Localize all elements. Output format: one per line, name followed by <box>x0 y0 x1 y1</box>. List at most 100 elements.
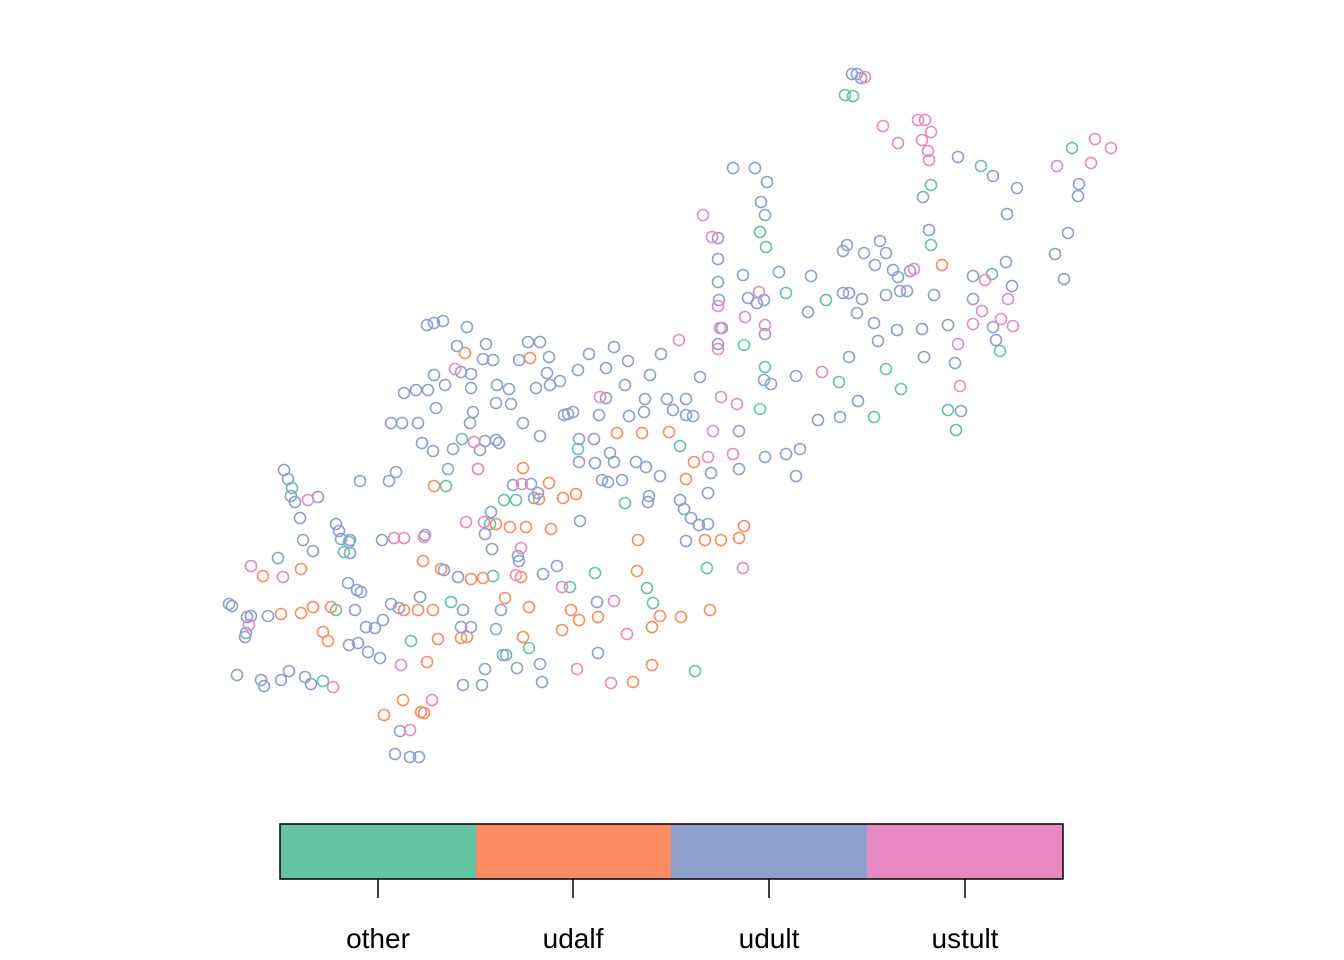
point-udult-52 <box>836 286 850 300</box>
point-ustult-7 <box>921 144 935 158</box>
point-udalf-23 <box>737 519 751 533</box>
point-other-31 <box>588 566 602 580</box>
point-udult-112 <box>618 378 632 392</box>
point-ustult-4 <box>918 113 932 127</box>
point-udult-234 <box>254 673 268 687</box>
point-udult-243 <box>393 724 407 738</box>
point-udult-35 <box>900 284 914 298</box>
point-other-20 <box>993 344 1007 358</box>
point-udult-104 <box>553 374 567 388</box>
point-udult-169 <box>511 549 525 563</box>
point-udult-59 <box>890 323 904 337</box>
point-udult-141 <box>588 456 602 470</box>
point-udult-8 <box>951 150 965 164</box>
point-other-10 <box>819 293 833 307</box>
point-udult-218 <box>499 648 513 662</box>
point-udalf-34 <box>411 603 425 617</box>
point-ustult-47 <box>514 541 528 555</box>
point-udult-32 <box>891 270 905 284</box>
point-udult-16 <box>1057 272 1071 286</box>
point-udult-199 <box>368 621 382 635</box>
point-udalf-59 <box>377 708 391 722</box>
point-udalf-26 <box>294 562 308 576</box>
point-udult-76 <box>420 318 434 332</box>
point-udult-95 <box>429 401 443 415</box>
point-ustult-17 <box>711 342 725 356</box>
point-udult-21 <box>711 275 725 289</box>
point-udult-238 <box>298 670 312 684</box>
point-udult-222 <box>475 678 489 692</box>
point-ustult-39 <box>467 435 481 449</box>
color-legend: other udalf udult ustult <box>279 823 1064 954</box>
point-udult-165 <box>512 554 526 568</box>
point-udalf-14 <box>610 426 624 440</box>
point-other-16 <box>894 382 908 396</box>
point-udult-92 <box>397 386 411 400</box>
point-udult-43 <box>986 320 1000 334</box>
point-other-4 <box>924 178 938 192</box>
point-udult-26 <box>840 238 854 252</box>
point-udalf-11 <box>503 520 517 534</box>
point-ustult-11 <box>1104 141 1118 155</box>
point-udult-197 <box>359 620 373 634</box>
point-other-15 <box>879 362 893 376</box>
point-udult-123 <box>686 409 700 423</box>
point-ustult-62 <box>242 618 256 632</box>
point-ustult-35 <box>953 379 967 393</box>
point-udult-151 <box>595 473 609 487</box>
point-udalf-39 <box>476 571 490 585</box>
point-udult-239 <box>304 677 318 691</box>
point-other-0 <box>838 88 852 102</box>
point-other-5 <box>924 238 938 252</box>
point-udalf-38 <box>464 572 478 586</box>
point-udalf-32 <box>321 634 335 648</box>
point-other-29 <box>483 517 497 531</box>
point-other-44 <box>673 439 687 453</box>
point-ustult-60 <box>604 676 618 690</box>
point-ustult-9 <box>1050 159 1064 173</box>
point-udult-93 <box>409 383 423 397</box>
point-udult-101 <box>540 366 554 380</box>
point-udult-80 <box>450 339 464 353</box>
point-udalf-30 <box>324 600 338 614</box>
point-ustult-13 <box>696 208 710 222</box>
point-udult-215 <box>494 603 508 617</box>
point-udult-58 <box>851 394 865 408</box>
point-other-42 <box>316 674 330 688</box>
point-udult-166 <box>524 477 538 491</box>
point-udalf-21 <box>714 533 728 547</box>
point-udalf-42 <box>522 600 536 614</box>
point-udalf-0 <box>935 258 949 272</box>
point-udult-17 <box>916 190 930 204</box>
point-udalf-50 <box>591 610 605 624</box>
point-udult-49 <box>758 327 772 341</box>
point-udult-63 <box>954 404 968 418</box>
point-udalf-18 <box>679 472 693 486</box>
point-udalf-19 <box>631 533 645 547</box>
point-udult-216 <box>489 622 503 636</box>
point-udult-107 <box>582 347 596 361</box>
point-other-25 <box>337 545 351 559</box>
point-udult-18 <box>922 223 936 237</box>
point-udult-237 <box>282 664 296 678</box>
point-other-37 <box>444 595 458 609</box>
point-ustult-45 <box>417 530 431 544</box>
point-udult-98 <box>502 382 516 396</box>
point-ustult-27 <box>907 262 921 276</box>
point-udult-219 <box>510 661 524 675</box>
point-udult-11 <box>1072 177 1086 191</box>
point-udult-235 <box>257 679 271 693</box>
legend-swatch-other <box>280 824 476 879</box>
point-udult-172 <box>573 514 587 528</box>
point-udult-109 <box>607 340 621 354</box>
point-udult-154 <box>677 502 691 516</box>
point-udalf-3 <box>427 479 441 493</box>
point-ustult-0 <box>858 70 872 84</box>
point-other-41 <box>688 664 702 678</box>
point-udult-208 <box>375 533 389 547</box>
point-udult-57 <box>842 350 856 364</box>
point-other-14 <box>832 375 846 389</box>
point-udult-184 <box>284 489 298 503</box>
point-udult-170 <box>536 567 550 581</box>
